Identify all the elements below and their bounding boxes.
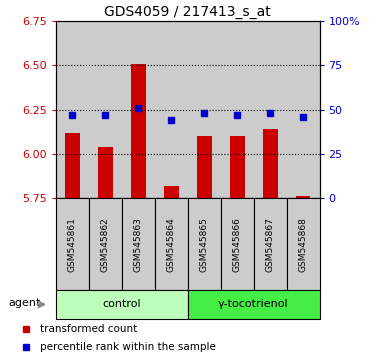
Bar [131, 64, 146, 198]
Text: γ-tocotrienol: γ-tocotrienol [218, 299, 289, 309]
Text: GSM545867: GSM545867 [266, 217, 275, 272]
Text: GSM545863: GSM545863 [134, 217, 143, 272]
Bar [155, 198, 188, 290]
Text: GSM545861: GSM545861 [68, 217, 77, 272]
Bar [254, 21, 286, 198]
Bar [188, 198, 221, 290]
Bar [65, 133, 80, 198]
Bar [263, 129, 278, 198]
Bar [122, 21, 155, 198]
Bar [98, 147, 113, 198]
Bar [89, 198, 122, 290]
Text: control: control [102, 299, 141, 309]
Text: GSM545865: GSM545865 [200, 217, 209, 272]
Bar [56, 198, 89, 290]
Bar [89, 21, 122, 198]
Bar [296, 196, 310, 198]
Bar [155, 21, 188, 198]
Title: GDS4059 / 217413_s_at: GDS4059 / 217413_s_at [104, 5, 271, 19]
Text: percentile rank within the sample: percentile rank within the sample [40, 342, 216, 352]
Text: GSM545862: GSM545862 [101, 217, 110, 272]
Bar [286, 198, 320, 290]
Text: GSM545868: GSM545868 [298, 217, 308, 272]
Text: agent: agent [8, 298, 41, 308]
Text: GSM545864: GSM545864 [167, 217, 176, 272]
Bar [286, 21, 320, 198]
Bar [188, 21, 221, 198]
Bar [56, 21, 89, 198]
Bar [164, 186, 179, 198]
Bar [188, 290, 320, 319]
Text: transformed count: transformed count [40, 324, 137, 334]
Bar [254, 198, 286, 290]
Bar [56, 290, 188, 319]
Text: GSM545866: GSM545866 [233, 217, 242, 272]
Bar [221, 198, 254, 290]
Bar [122, 198, 155, 290]
Bar [197, 136, 212, 198]
Bar [230, 136, 244, 198]
Bar [221, 21, 254, 198]
